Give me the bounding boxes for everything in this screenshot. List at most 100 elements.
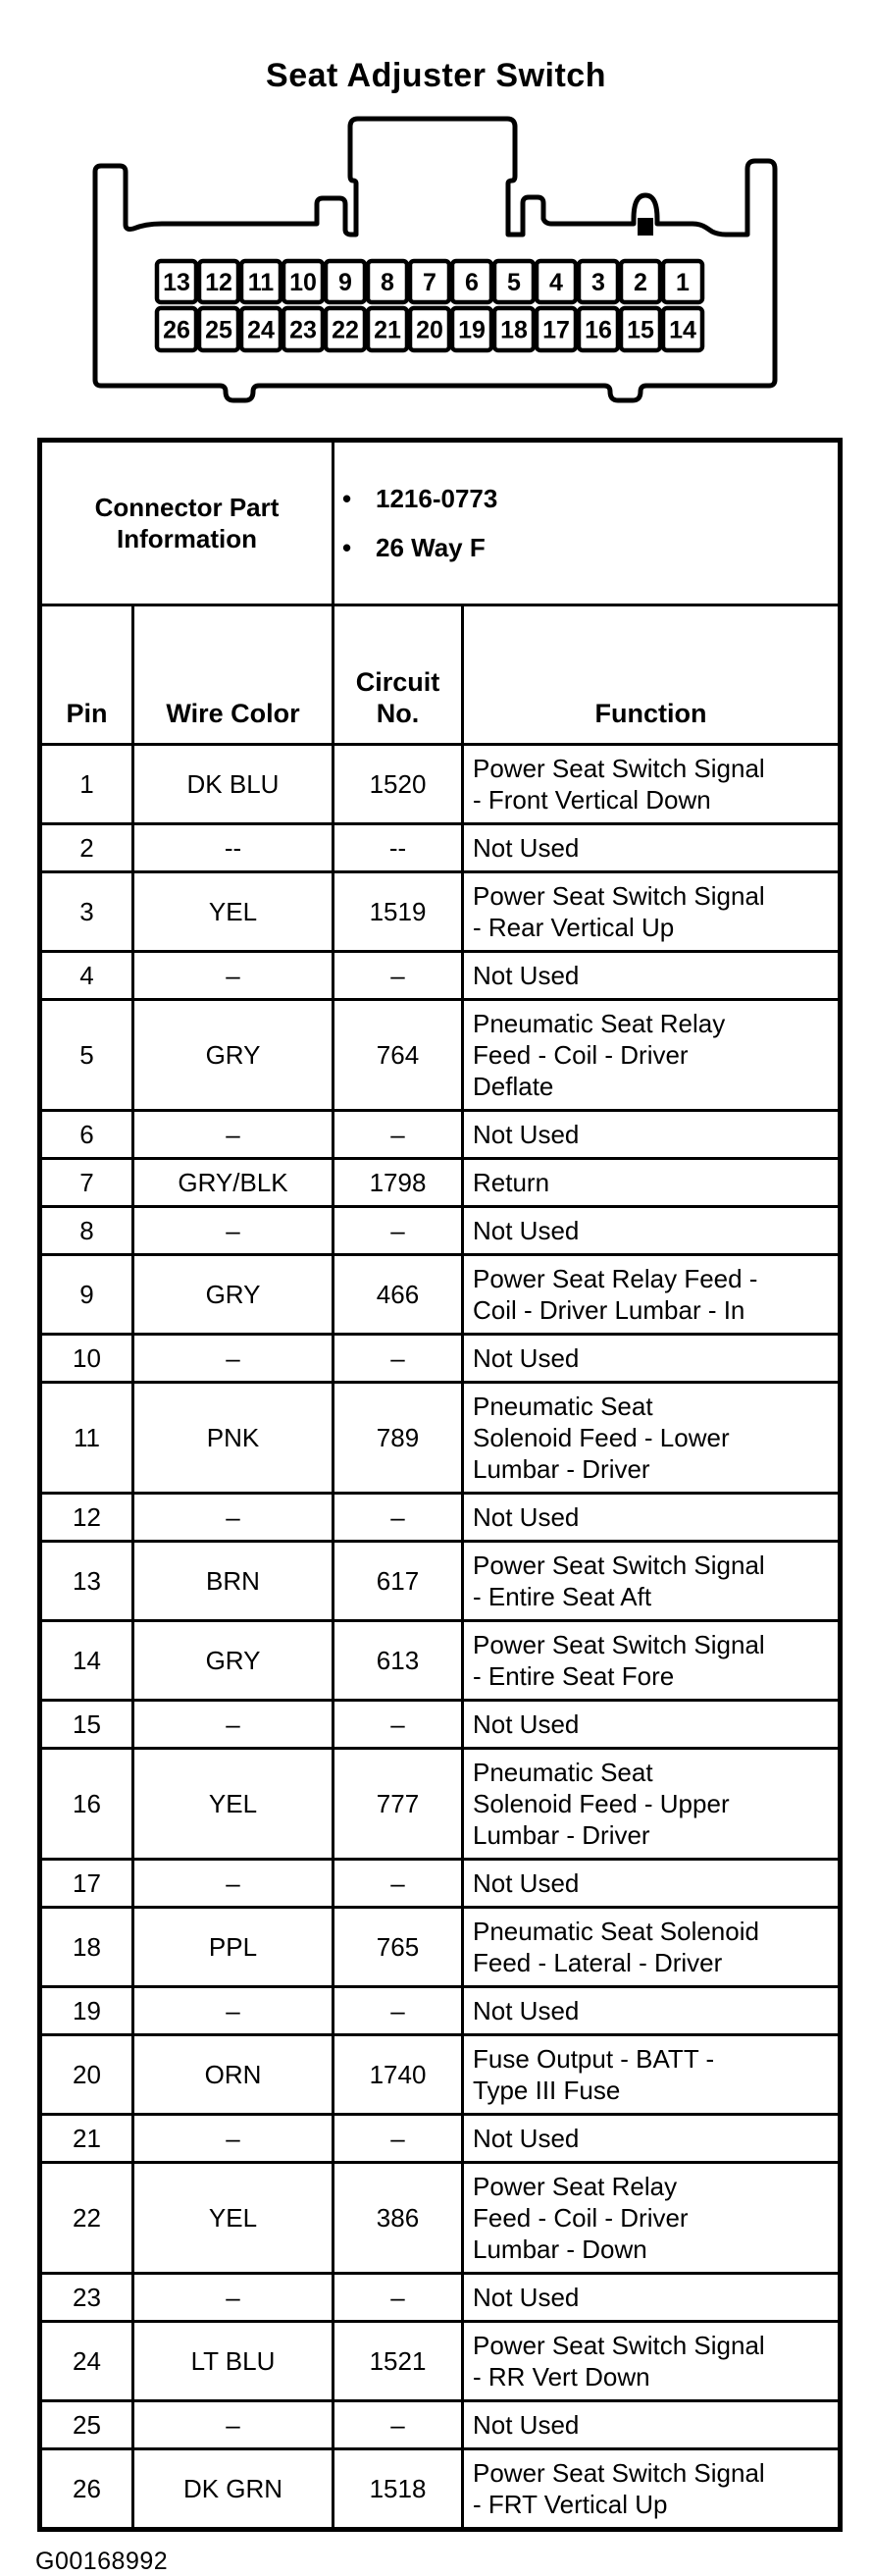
function-cell: Power Seat Relay Feed - Coil - Driver Lumb… <box>461 2161 842 2275</box>
wire-color-cell: – <box>131 2399 334 2450</box>
pin-cell: 9 <box>38 1253 134 1336</box>
function-cell: Not Used <box>461 2272 842 2323</box>
pin-box-11 <box>238 258 283 305</box>
pin-cell: 26 <box>38 2447 134 2531</box>
pin-box-6 <box>449 258 494 305</box>
connector-part-values: • 1216-0773 • 26 Way F <box>332 439 842 606</box>
pin-table-body: 1 DK BLU 1520 Power Seat Switch Signal - Fro… <box>38 743 842 2531</box>
circuit-cell: 765 <box>332 1906 464 1988</box>
pin-number: 20 <box>416 317 443 344</box>
function-cell: Fuse Output - BATT - Type III Fuse <box>461 2033 842 2116</box>
wire-color-cell: – <box>131 1985 334 2036</box>
pin-number: 12 <box>205 269 232 296</box>
circuit-cell: – <box>332 1109 464 1160</box>
pin-box-1 <box>660 258 705 305</box>
function-cell: Not Used <box>461 1109 842 1160</box>
pin-cell: 11 <box>38 1381 134 1495</box>
table-row: 18 PPL 765 Pneumatic Seat Solenoid Feed - La… <box>38 1906 842 1988</box>
circuit-cell: 1521 <box>332 2320 464 2402</box>
pin-box-2 <box>618 258 663 305</box>
pin-box-8 <box>365 258 410 305</box>
pin-box-14 <box>660 305 705 353</box>
circuit-cell: 613 <box>332 1619 464 1702</box>
wire-color-cell: – <box>131 1333 334 1384</box>
page-title: Seat Adjuster Switch <box>266 57 606 94</box>
connector-info-row: Connector Part Information • 1216-0773 • 2… <box>38 439 842 606</box>
function-cell: Not Used <box>461 1985 842 2036</box>
function-cell: Pneumatic Seat Solenoid Feed - Lateral - … <box>461 1906 842 1988</box>
wire-color-cell: YEL <box>131 2161 334 2275</box>
function-cell: Not Used <box>461 2113 842 2164</box>
pin-box-17 <box>534 305 579 353</box>
pin-cell: 25 <box>38 2399 134 2450</box>
pin-cell: 12 <box>38 1492 134 1543</box>
part-number: 1216-0773 <box>376 484 498 513</box>
function-cell: Power Seat Switch Signal - FRT Vertical U… <box>461 2447 842 2531</box>
pin-number: 21 <box>374 317 401 344</box>
wire-color-cell: – <box>131 2272 334 2323</box>
pin-box-10 <box>281 258 326 305</box>
pin-cell: 8 <box>38 1205 134 1256</box>
pin-box-25 <box>196 305 241 353</box>
pin-number: 15 <box>627 317 654 344</box>
pin-cell: 17 <box>38 1858 134 1909</box>
pin-number: 3 <box>591 269 605 296</box>
pin-cell: 19 <box>38 1985 134 2036</box>
col-header-pin: Pin <box>38 604 134 746</box>
table-row: 3 YEL 1519 Power Seat Switch Signal - Rear V… <box>38 870 842 953</box>
function-cell: Power Seat Switch Signal - Entire Seat Fo… <box>461 1619 842 1702</box>
table-row: 24 LT BLU 1521 Power Seat Switch Signal - RR… <box>38 2320 842 2402</box>
table-row: 14 GRY 613 Power Seat Switch Signal - Entire… <box>38 1619 842 1702</box>
function-cell: Not Used <box>461 1699 842 1750</box>
pin-number: 4 <box>549 269 563 296</box>
function-cell: Pneumatic Seat Solenoid Feed - Lower Lumba… <box>461 1381 842 1495</box>
pin-cell: 20 <box>38 2033 134 2116</box>
pin-number: 7 <box>423 269 436 296</box>
pin-box-5 <box>491 258 537 305</box>
table-row: 6– – Not Used <box>38 1109 842 1160</box>
pin-cell: 15 <box>38 1699 134 1750</box>
wire-color-cell: ORN <box>131 2033 334 2116</box>
pin-number: 16 <box>585 317 612 344</box>
pin-cell: 3 <box>38 870 134 953</box>
circuit-cell: 386 <box>332 2161 464 2275</box>
circuit-cell: – <box>332 950 464 1001</box>
function-cell: Return <box>461 1157 842 1208</box>
function-cell: Power Seat Switch Signal - Front Vertical… <box>461 743 842 825</box>
column-header-row: Pin Wire Color Circuit No. Function <box>38 604 842 746</box>
pin-cell: 23 <box>38 2272 134 2323</box>
table-row: 20 ORN 1740 Fuse Output - BATT - Type III Fu… <box>38 2033 842 2116</box>
pin-number: 18 <box>500 317 528 344</box>
function-cell: Not Used <box>461 2399 842 2450</box>
pin-number: 26 <box>163 317 190 344</box>
pin-cell: 16 <box>38 1747 134 1861</box>
function-cell: Power Seat Relay Feed - Coil - Driver Lum… <box>461 1253 842 1336</box>
table-row: 25– – Not Used <box>38 2399 842 2450</box>
function-cell: Not Used <box>461 1858 842 1909</box>
function-cell: Not Used <box>461 1492 842 1543</box>
pin-number: 9 <box>338 269 352 296</box>
table-row: 12– – Not Used <box>38 1492 842 1543</box>
pin-cell: 2 <box>38 822 134 873</box>
function-cell: Power Seat Switch Signal - Entire Seat Af… <box>461 1540 842 1622</box>
pin-number: 5 <box>507 269 521 296</box>
table-row: 21– – Not Used <box>38 2113 842 2164</box>
wire-color-cell: – <box>131 1492 334 1543</box>
table-row: 4– – Not Used <box>38 950 842 1001</box>
circuit-cell: 1520 <box>332 743 464 825</box>
wire-color-cell: YEL <box>131 1747 334 1861</box>
circuit-cell: – <box>332 1985 464 2036</box>
pin-box-12 <box>196 258 241 305</box>
pin-number: 8 <box>381 269 394 296</box>
circuit-cell: 617 <box>332 1540 464 1622</box>
connector-way-item: • 26 Way F <box>342 528 830 567</box>
bullet-icon: • <box>342 533 352 562</box>
pin-number: 10 <box>289 269 317 296</box>
table-row: 9 GRY 466 Power Seat Relay Feed - Coil - Dri… <box>38 1253 842 1336</box>
col-header-wire-color: Wire Color <box>131 604 334 746</box>
pin-cell: 18 <box>38 1906 134 1988</box>
pin-box-24 <box>238 305 283 353</box>
function-cell: Not Used <box>461 1333 842 1384</box>
table-row: 11 PNK 789 Pneumatic Seat Solenoid Feed - Lo… <box>38 1381 842 1495</box>
part-number-item: • 1216-0773 <box>342 479 830 518</box>
